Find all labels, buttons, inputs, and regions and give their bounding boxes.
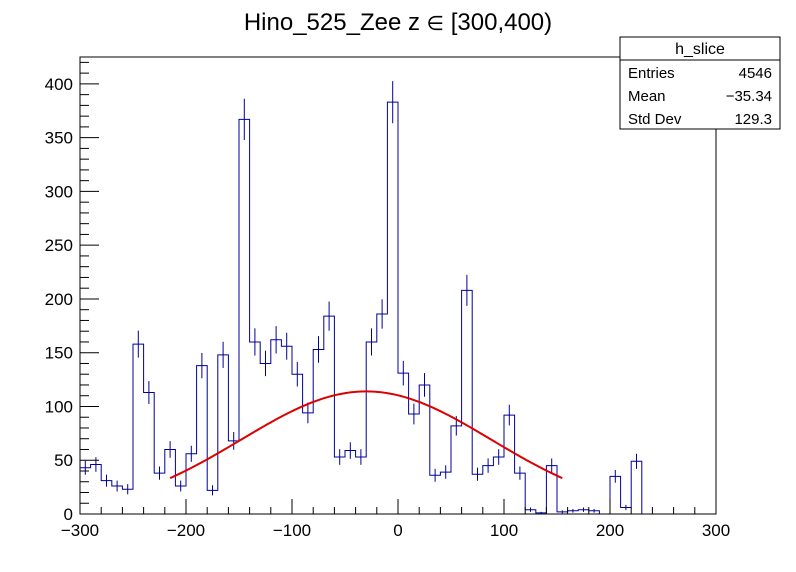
y-tick-label: 0	[64, 505, 73, 524]
x-tick-label: 300	[702, 521, 730, 540]
y-axis: 0 50 100 150 200 250 300 350 400	[45, 61, 99, 524]
x-tick-label: 200	[596, 521, 624, 540]
y-tick-label: 50	[54, 451, 73, 470]
x-tick-label: −300	[61, 521, 99, 540]
y-tick-label: 400	[45, 75, 73, 94]
y-tick-label: 350	[45, 129, 73, 148]
stats-box-name: h_slice	[675, 41, 725, 58]
x-tick-label: 100	[490, 521, 518, 540]
x-tick-label: −200	[167, 521, 205, 540]
stats-mean-label: Mean	[628, 88, 666, 105]
stats-entries-value: 4546	[739, 65, 772, 82]
title-symbol: ∈	[427, 11, 444, 35]
x-tick-label: −100	[273, 521, 311, 540]
stats-stddev-label: Std Dev	[628, 111, 682, 128]
fit-curve-group	[169, 390, 563, 480]
y-tick-label: 100	[45, 397, 73, 416]
y-tick-label: 250	[45, 236, 73, 255]
x-tick-label: 0	[393, 521, 402, 540]
stats-box-frame	[619, 36, 781, 130]
error-bars	[84, 81, 637, 514]
gaussian-fit-curve	[169, 390, 563, 480]
title-prefix: Hino_525_Zee z	[244, 9, 427, 36]
y-tick-label: 300	[45, 182, 73, 201]
y-tick-label: 150	[45, 344, 73, 363]
stats-entries-label: Entries	[628, 65, 675, 82]
title-range: [300,400)	[444, 9, 552, 36]
stats-mean-value: −35.34	[726, 88, 772, 105]
stats-box: h_slice Entries 4546 Mean −35.34 Std Dev…	[619, 36, 781, 130]
x-axis: −300 −200 −100 0 100 200 300	[61, 499, 730, 540]
y-tick-label: 200	[45, 290, 73, 309]
chart-title: Hino_525_Zee z ∈ [300,400)	[244, 9, 552, 36]
stats-stddev-value: 129.3	[734, 111, 772, 128]
